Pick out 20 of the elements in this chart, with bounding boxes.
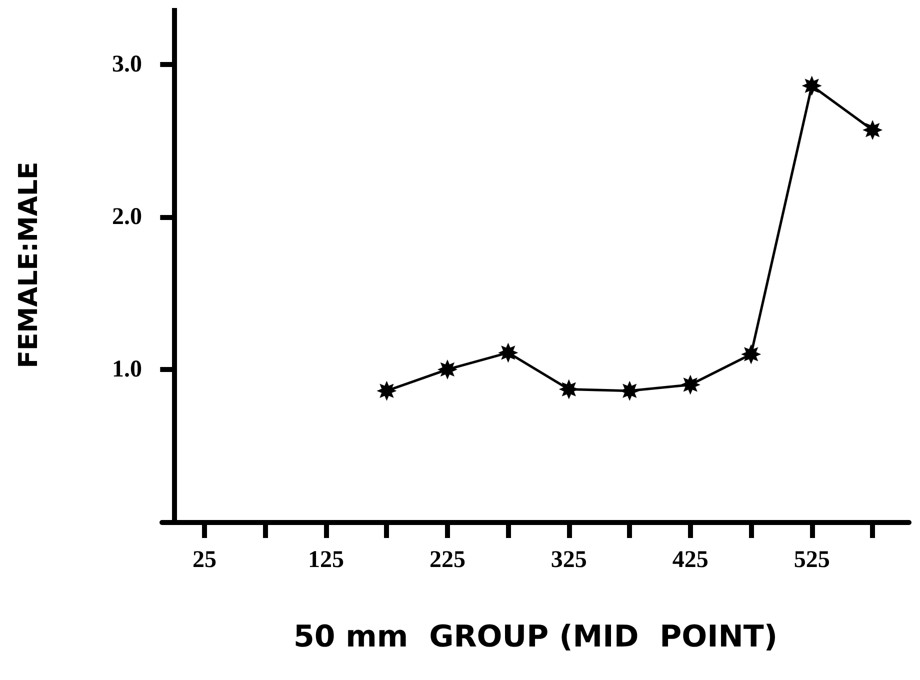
point [862, 120, 883, 140]
x-axis-title: 50 mm GROUP (MID POINT) [293, 620, 778, 654]
point [802, 76, 822, 96]
point [620, 380, 640, 401]
y-tick-label: 3.0 [112, 51, 142, 78]
y-tick-label: 1.0 [112, 356, 142, 382]
x-tick-label: 325 [550, 547, 587, 573]
x-tick-label: 425 [672, 547, 708, 573]
x-tick-label: 225 [429, 547, 466, 573]
point [680, 374, 700, 395]
x-tick-label: 125 [308, 547, 344, 573]
point [376, 380, 397, 401]
y-axis-title: FEMALE:MALE [14, 162, 44, 368]
y-tick-label: 2.0 [112, 204, 142, 230]
point [558, 379, 579, 400]
point [437, 359, 458, 380]
point [741, 344, 762, 364]
point [498, 342, 518, 363]
x-tick-label: 25 [192, 547, 217, 573]
x-tick-label: 525 [794, 547, 830, 573]
